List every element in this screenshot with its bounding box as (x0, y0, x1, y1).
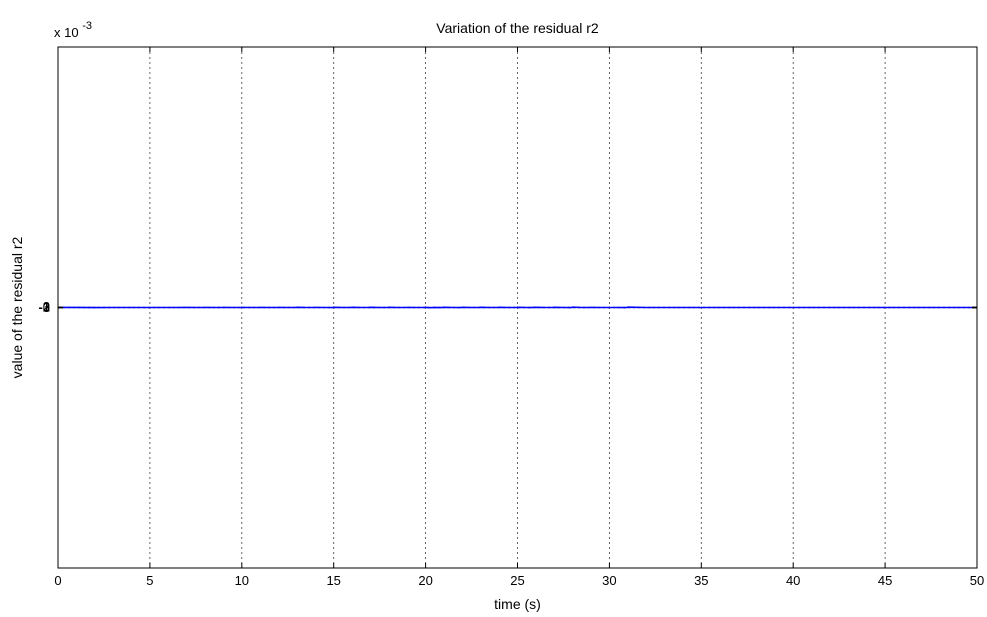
x-tick-label: 35 (694, 573, 708, 588)
y-axis-exponent: x 10 -3 (54, 20, 92, 40)
x-tick-label: 20 (418, 573, 432, 588)
x-tick-label: 5 (146, 573, 153, 588)
x-tick-label: 45 (878, 573, 892, 588)
y-exponent-power: -3 (82, 20, 92, 32)
y-exponent-base: x 10 (54, 25, 79, 40)
chart-title: Variation of the residual r2 (436, 20, 599, 36)
x-tick-label: 10 (235, 573, 249, 588)
x-tick-label: 50 (970, 573, 984, 588)
series-layer (58, 307, 977, 308)
x-tick-label: 15 (326, 573, 340, 588)
series-line-r2 (58, 307, 977, 308)
y-axis-label: value of the residual r2 (9, 236, 25, 378)
x-tick-label: 40 (786, 573, 800, 588)
x-tick-label: 0 (54, 573, 61, 588)
x-tick-label: 25 (510, 573, 524, 588)
y-tick-label: 3 (43, 299, 50, 314)
x-axis-label: time (s) (494, 596, 541, 612)
x-tick-label: 30 (602, 573, 616, 588)
